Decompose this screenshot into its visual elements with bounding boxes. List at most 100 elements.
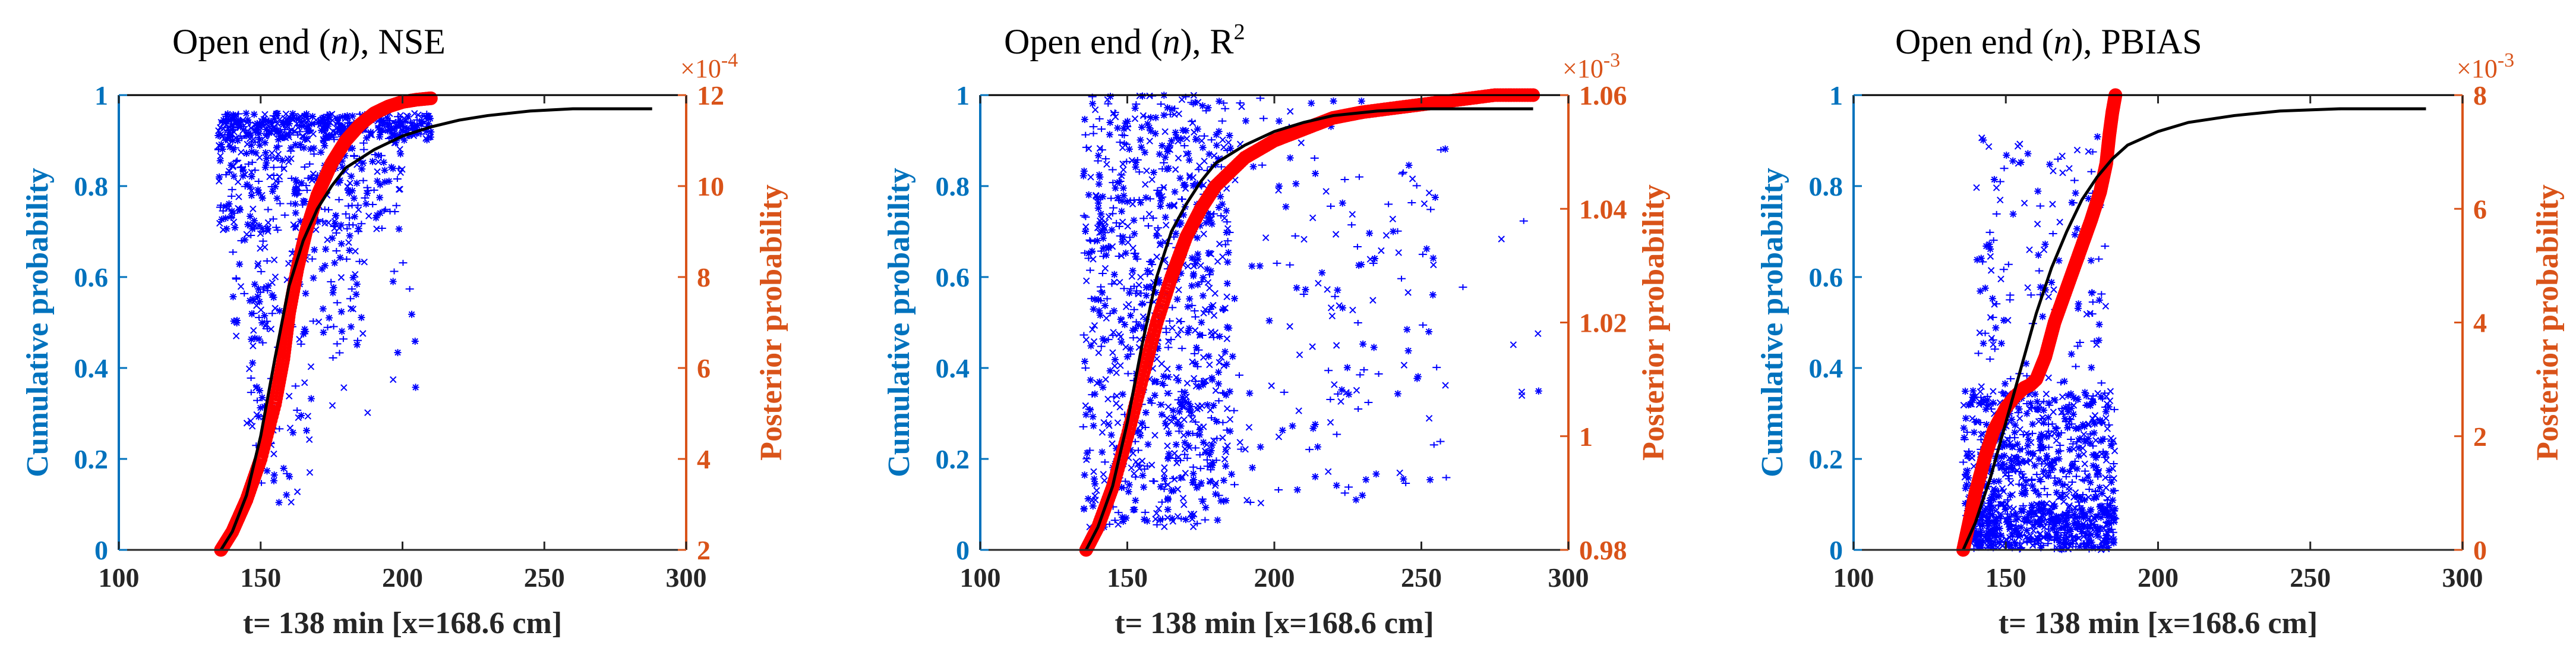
sample-point [1164,148,1172,156]
sample-point [2105,467,2113,474]
sample-point [318,265,326,273]
sample-point [427,128,435,136]
sample-point [362,200,370,207]
sample-point [2063,534,2070,542]
sample-point [1090,305,1097,313]
sample-point [1106,367,1114,375]
sample-point [364,190,371,197]
sample-point [1092,496,1099,504]
sample-point [1535,330,1542,337]
sample-point [1355,174,1363,180]
sample-point [1982,401,1991,408]
sample-point [1122,344,1129,351]
sample-point [418,117,425,125]
y-right-tick-label: 10 [697,171,724,202]
sample-point [1256,95,1265,102]
x-tick-label: 100 [1833,562,1874,593]
y-right-tick-label: 8 [2473,80,2487,111]
sample-point [2037,434,2044,442]
sample-point [1340,177,1349,183]
sample-point [1204,104,1212,112]
sample-point [230,317,238,325]
sample-point [2066,165,2073,172]
sample-point [1130,216,1138,224]
sample-point [1196,162,1203,169]
sample-point [2068,199,2076,206]
sample-point [285,392,293,400]
sample-point [270,294,277,301]
y-left-axis-label: Cumulative probability [882,168,916,477]
sample-point [1328,312,1336,320]
sample-point [1129,197,1138,203]
sample-point [1215,369,1223,376]
sample-point [1193,363,1202,370]
sample-point [263,257,272,264]
sample-point [1151,377,1158,385]
sample-point [2104,543,2112,551]
sample-point [270,256,278,263]
sample-point [324,114,332,122]
sample-point [1207,267,1215,275]
sample-point [1164,389,1172,397]
sample-point [2029,482,2037,490]
sample-point [1117,338,1125,346]
sample-point [1354,406,1363,413]
sample-point [1985,356,1994,363]
sample-point [377,152,386,159]
sample-point [2103,457,2110,464]
sample-point [2111,515,2120,522]
sample-point [2018,482,2026,488]
sample-point [1999,266,2008,273]
sample-point [1963,452,1971,460]
sample-point [324,119,332,127]
sample-point [1096,221,1103,228]
sample-point [1096,312,1104,319]
sample-point [1117,172,1125,180]
sample-point [2088,310,2097,317]
sample-point [302,290,310,297]
sample-point [1189,416,1197,423]
sample-point [1227,144,1235,152]
sample-point [1085,237,1094,243]
sample-point [2071,231,2079,238]
sample-point [1219,306,1227,313]
sample-point [1110,109,1117,117]
sample-point [2092,493,2100,501]
sample-point [2016,446,2023,454]
sample-point [332,220,339,228]
sample-point [327,278,336,285]
cdf-line [1084,107,1533,551]
sample-point [1192,360,1199,367]
sample-point [248,335,255,343]
sample-point [2110,507,2117,515]
sample-point [1119,513,1126,521]
sample-point [2005,464,2013,472]
sample-point [1176,402,1183,410]
sample-point [1991,531,1999,539]
sample-point [1997,275,2004,283]
sample-point [1153,521,1161,528]
sample-point [285,120,293,128]
sample-point [2080,520,2087,527]
sample-point [1973,256,1981,263]
sample-point [2022,477,2030,485]
sample-point [1177,135,1186,141]
sample-point [1436,438,1445,445]
sample-point [249,359,257,367]
sample-point [1130,306,1139,313]
sample-point [2085,194,2092,202]
sample-point [2101,506,2109,514]
sample-point [1223,405,1231,413]
sample-point [1170,414,1177,421]
sample-point [2023,430,2030,437]
sample-point [2044,472,2052,480]
sample-point [1999,463,2006,470]
sample-point [307,363,315,370]
sample-point [1419,322,1428,328]
sample-point [333,341,342,347]
sample-point [2111,505,2119,512]
sample-point [251,281,258,288]
sample-point [1208,374,1216,382]
sample-point [1143,167,1150,175]
sample-point [1096,378,1103,386]
